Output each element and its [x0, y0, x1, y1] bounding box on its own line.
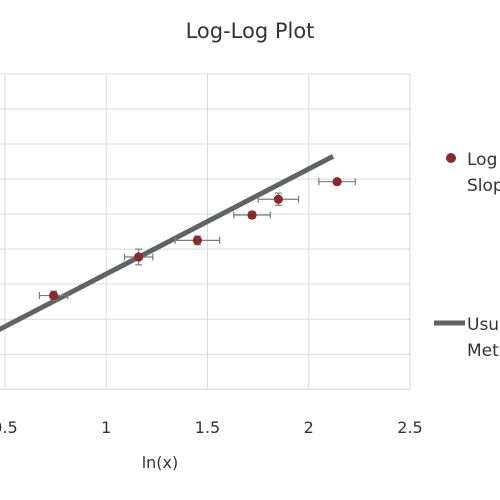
x-tick-label: 2.5 — [397, 418, 422, 437]
gridlines — [0, 73, 411, 390]
x-tick-label: 0.5 — [0, 418, 18, 437]
legend-marker-points — [446, 153, 456, 163]
x-axis-label: ln(x) — [142, 453, 179, 472]
data-point-2 — [123, 248, 154, 266]
x-tick-label: 2 — [304, 418, 314, 437]
point-marker — [247, 210, 257, 220]
legend: Log Slop Usu Met — [434, 150, 500, 361]
legend-label-points-line2: Slop — [467, 176, 500, 196]
x-tick-label: 1 — [101, 418, 111, 437]
data-points-series — [38, 177, 356, 301]
data-point-5 — [257, 192, 300, 206]
fit-line-series — [0, 154, 335, 332]
legend-label-points-line1: Log — [467, 150, 497, 170]
legend-label-line-line1: Usu — [467, 315, 499, 335]
fit-line — [0, 154, 335, 332]
point-marker — [49, 290, 59, 301]
chart-title: Log-Log Plot — [186, 19, 315, 43]
data-point-6 — [318, 177, 356, 187]
point-marker — [332, 177, 342, 187]
data-point-1 — [38, 290, 69, 301]
data-point-3 — [174, 235, 221, 246]
point-marker — [273, 194, 283, 204]
legend-label-line-line2: Met — [467, 341, 499, 361]
x-tick-labels: 0.5 1 1.5 2 2.5 — [0, 418, 423, 437]
x-tick-label: 1.5 — [195, 418, 220, 437]
point-marker — [192, 235, 202, 245]
point-marker — [134, 252, 144, 262]
data-point-4 — [233, 210, 271, 220]
